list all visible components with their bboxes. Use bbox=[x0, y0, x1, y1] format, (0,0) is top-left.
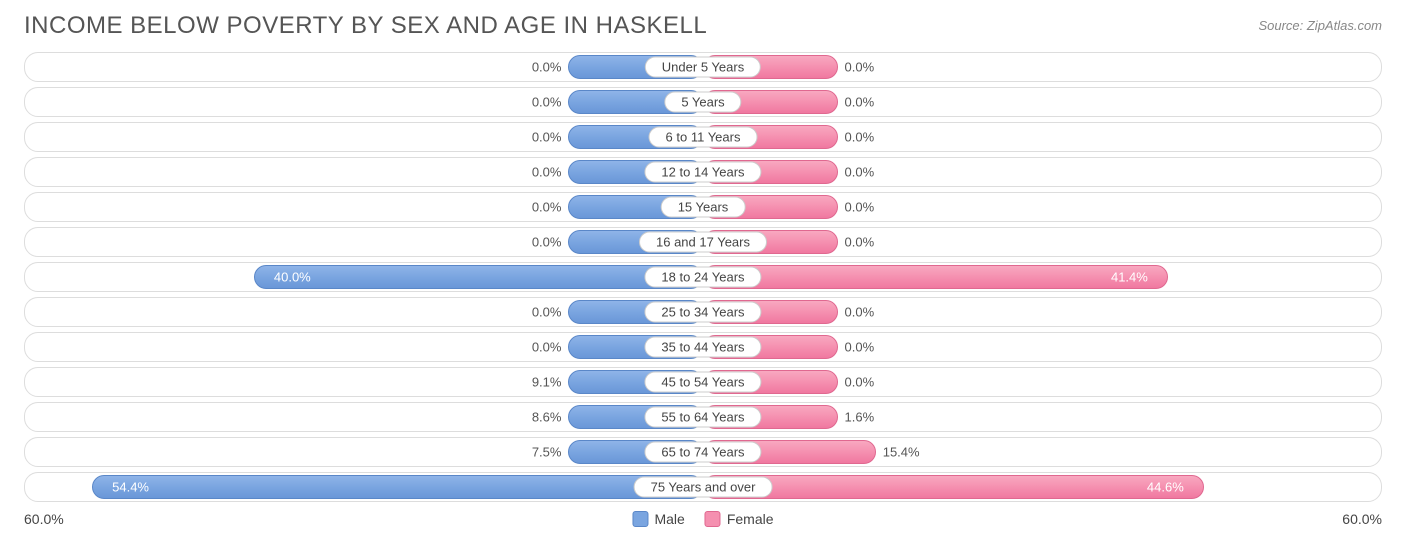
male-value-label: 0.0% bbox=[532, 165, 562, 180]
age-label: 65 to 74 Years bbox=[644, 442, 761, 463]
chart-row-inner: 9.1% 0.0% 45 to 54 Years bbox=[29, 370, 1377, 394]
age-label: 18 to 24 Years bbox=[644, 267, 761, 288]
legend: Male Female bbox=[632, 511, 773, 527]
chart-row: 0.0% 0.0% 35 to 44 Years bbox=[24, 332, 1382, 362]
legend-item-male: Male bbox=[632, 511, 684, 527]
age-label: 6 to 11 Years bbox=[649, 127, 758, 148]
chart-row-inner: 0.0% 0.0% 12 to 14 Years bbox=[29, 160, 1377, 184]
male-value-label: 0.0% bbox=[532, 200, 562, 215]
female-value-label: 44.6% bbox=[1147, 480, 1184, 495]
chart-row: 0.0% 0.0% 16 and 17 Years bbox=[24, 227, 1382, 257]
chart-row: 0.0% 0.0% 5 Years bbox=[24, 87, 1382, 117]
female-value-label: 0.0% bbox=[845, 305, 875, 320]
male-value-label: 0.0% bbox=[532, 60, 562, 75]
female-value-label: 0.0% bbox=[845, 235, 875, 250]
chart-row-inner: 0.0% 0.0% 5 Years bbox=[29, 90, 1377, 114]
age-label: 55 to 64 Years bbox=[644, 407, 761, 428]
female-value-label: 15.4% bbox=[883, 445, 920, 460]
age-label: 5 Years bbox=[664, 92, 741, 113]
male-value-label: 7.5% bbox=[532, 445, 562, 460]
female-bar bbox=[703, 265, 1168, 289]
female-value-label: 41.4% bbox=[1111, 270, 1148, 285]
female-value-label: 0.0% bbox=[845, 165, 875, 180]
chart-header: INCOME BELOW POVERTY BY SEX AND AGE IN H… bbox=[0, 0, 1406, 48]
female-value-label: 0.0% bbox=[845, 200, 875, 215]
male-value-label: 0.0% bbox=[532, 305, 562, 320]
age-label: 35 to 44 Years bbox=[644, 337, 761, 358]
chart-row-inner: 40.0% 41.4% 18 to 24 Years bbox=[29, 265, 1377, 289]
chart-row-inner: 0.0% 0.0% 16 and 17 Years bbox=[29, 230, 1377, 254]
male-value-label: 9.1% bbox=[532, 375, 562, 390]
chart-row-inner: 7.5% 15.4% 65 to 74 Years bbox=[29, 440, 1377, 464]
chart-row: 0.0% 0.0% Under 5 Years bbox=[24, 52, 1382, 82]
female-value-label: 0.0% bbox=[845, 95, 875, 110]
chart-row: 8.6% 1.6% 55 to 64 Years bbox=[24, 402, 1382, 432]
legend-item-female: Female bbox=[705, 511, 774, 527]
male-value-label: 54.4% bbox=[112, 480, 149, 495]
chart-source: Source: ZipAtlas.com bbox=[1258, 18, 1382, 33]
male-value-label: 0.0% bbox=[532, 235, 562, 250]
chart-row-inner: 0.0% 0.0% 25 to 34 Years bbox=[29, 300, 1377, 324]
chart-row-inner: 0.0% 0.0% 15 Years bbox=[29, 195, 1377, 219]
male-bar bbox=[254, 265, 703, 289]
legend-female-label: Female bbox=[727, 511, 774, 527]
age-label: 15 Years bbox=[661, 197, 746, 218]
axis-max-left: 60.0% bbox=[24, 511, 64, 527]
male-bar bbox=[92, 475, 703, 499]
age-label: 75 Years and over bbox=[634, 477, 773, 498]
axis-max-right: 60.0% bbox=[1342, 511, 1382, 527]
male-value-label: 40.0% bbox=[274, 270, 311, 285]
chart-row: 9.1% 0.0% 45 to 54 Years bbox=[24, 367, 1382, 397]
female-value-label: 0.0% bbox=[845, 375, 875, 390]
chart-row: 0.0% 0.0% 12 to 14 Years bbox=[24, 157, 1382, 187]
female-bar bbox=[703, 475, 1204, 499]
chart-row: 40.0% 41.4% 18 to 24 Years bbox=[24, 262, 1382, 292]
female-value-label: 0.0% bbox=[845, 340, 875, 355]
female-value-label: 0.0% bbox=[845, 130, 875, 145]
male-value-label: 8.6% bbox=[532, 410, 562, 425]
chart-row: 54.4% 44.6% 75 Years and over bbox=[24, 472, 1382, 502]
chart-row: 0.0% 0.0% 25 to 34 Years bbox=[24, 297, 1382, 327]
chart-footer: 60.0% Male Female 60.0% bbox=[0, 507, 1406, 527]
chart-row-inner: 0.0% 0.0% 35 to 44 Years bbox=[29, 335, 1377, 359]
chart-row-inner: 0.0% 0.0% 6 to 11 Years bbox=[29, 125, 1377, 149]
chart-row: 7.5% 15.4% 65 to 74 Years bbox=[24, 437, 1382, 467]
legend-male-label: Male bbox=[654, 511, 684, 527]
age-label: 16 and 17 Years bbox=[639, 232, 767, 253]
female-value-label: 1.6% bbox=[845, 410, 875, 425]
chart-area: 0.0%0.0%Under 5 Years0.0%0.0%5 Years0.0%… bbox=[0, 48, 1406, 502]
chart-row: 0.0% 0.0% 15 Years bbox=[24, 192, 1382, 222]
female-value-label: 0.0% bbox=[845, 60, 875, 75]
age-label: 25 to 34 Years bbox=[644, 302, 761, 323]
female-swatch-icon bbox=[705, 511, 721, 527]
male-swatch-icon bbox=[632, 511, 648, 527]
age-label: 12 to 14 Years bbox=[644, 162, 761, 183]
male-value-label: 0.0% bbox=[532, 340, 562, 355]
chart-title: INCOME BELOW POVERTY BY SEX AND AGE IN H… bbox=[24, 12, 707, 40]
age-label: 45 to 54 Years bbox=[644, 372, 761, 393]
male-value-label: 0.0% bbox=[532, 95, 562, 110]
chart-row-inner: 0.0% 0.0% Under 5 Years bbox=[29, 55, 1377, 79]
chart-row-inner: 8.6% 1.6% 55 to 64 Years bbox=[29, 405, 1377, 429]
chart-row-inner: 54.4% 44.6% 75 Years and over bbox=[29, 475, 1377, 499]
age-label: Under 5 Years bbox=[645, 57, 761, 78]
male-value-label: 0.0% bbox=[532, 130, 562, 145]
chart-row: 0.0% 0.0% 6 to 11 Years bbox=[24, 122, 1382, 152]
